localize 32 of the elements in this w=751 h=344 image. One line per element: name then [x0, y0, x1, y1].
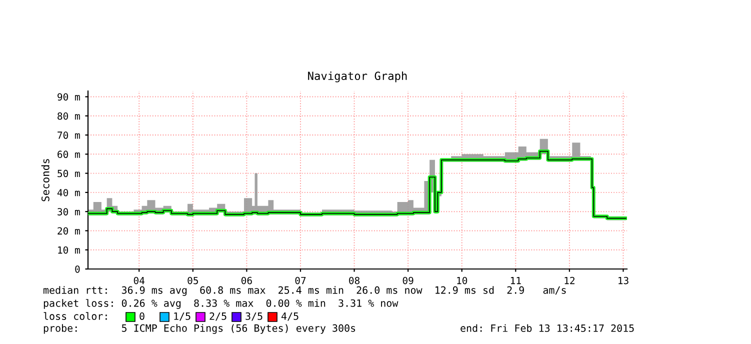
text: probe: 5 ICMP Echo Pings (56 Bytes) every 300s — [44, 324, 356, 334]
x-tick-label: 12 — [564, 276, 574, 284]
text: median rtt: 36.9 ms avg 60.8 ms max 25.4 ms min 26.0 ms now 12.9 ms sd 2.9 am/s — [44, 286, 566, 296]
text: 2/5 — [210, 312, 226, 321]
text: loss color: — [44, 312, 107, 320]
y-axis-title: Seconds — [41, 159, 50, 202]
y-tick-label: 60 m — [58, 150, 80, 158]
text: 4/5 — [282, 312, 298, 321]
x-tick-label: 09 — [402, 276, 414, 284]
x-tick-label: 07 — [295, 276, 306, 284]
text: end: Fri Feb 13 13:45:17 2015 — [460, 324, 634, 332]
x-tick-label: 10 — [457, 276, 468, 284]
text: 1/5 — [174, 312, 190, 321]
y-tick-label: 50 m — [58, 170, 80, 178]
x-tick-label: 11 — [510, 276, 521, 284]
x-tick-label: 06 — [241, 276, 252, 284]
chart-title: Navigator Graph — [308, 71, 407, 82]
y-tick-label: 0 — [75, 266, 80, 273]
y-tick-label: 40 m — [57, 188, 80, 196]
y-tick-label: 20 m — [58, 227, 80, 235]
x-tick-label: 04 — [134, 276, 144, 284]
y-tick-label: 90 m — [58, 93, 80, 101]
text: 0 — [140, 312, 144, 320]
y-tick-label: 10 m — [58, 246, 80, 254]
x-tick-label: 05 — [188, 276, 198, 284]
text: packet loss: 0.26 % avg 8.33 % max 0.00 % min 3.31 % now — [44, 299, 398, 309]
y-tick-label: 70 m — [58, 132, 80, 139]
x-tick-label: 08 — [349, 276, 360, 284]
text: 3/5 — [246, 312, 262, 321]
y-tick-label: 30 m — [58, 208, 80, 216]
x-tick-label: 13 — [618, 276, 628, 284]
y-tick-label: 80 m — [58, 112, 80, 120]
